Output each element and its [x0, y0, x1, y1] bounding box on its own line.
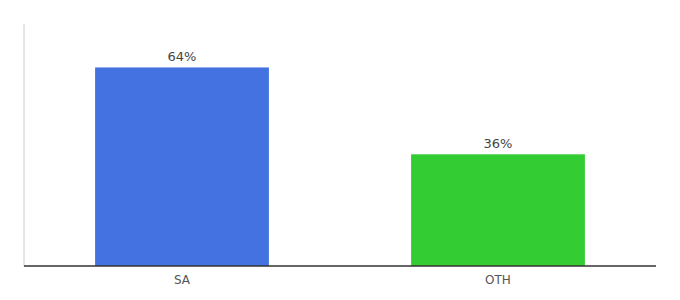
data-label: 36%	[484, 136, 513, 151]
bars	[95, 67, 585, 266]
x-tick-label: SA	[174, 273, 191, 287]
bar	[411, 154, 585, 266]
x-axis-line	[24, 265, 656, 267]
bar	[95, 67, 269, 266]
x-tick-label: OTH	[485, 273, 511, 287]
y-axis-line	[24, 24, 25, 266]
chart-container: SA OTH 64% 36%	[0, 0, 680, 300]
data-label: 64%	[168, 49, 197, 64]
chart-svg: SA OTH 64% 36%	[0, 0, 680, 300]
